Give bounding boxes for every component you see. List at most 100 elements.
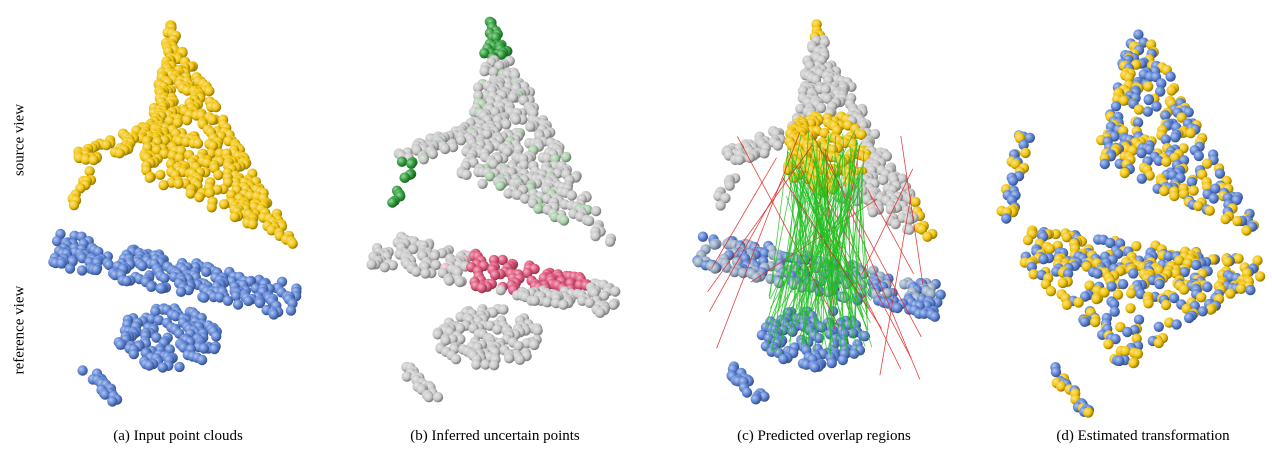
point [935,289,946,300]
point [144,172,155,183]
wrong-match-line [867,189,914,274]
point [590,230,601,242]
point [1038,254,1049,265]
point [484,171,496,182]
point [697,231,709,242]
panel-estimated-transformation [996,29,1266,418]
point [420,268,431,279]
correct-match-line [770,178,828,352]
point [1133,104,1145,115]
point [204,85,215,97]
point [1186,176,1198,188]
point [201,266,212,277]
point [514,354,526,365]
point [513,340,524,352]
point [379,262,390,273]
point [1144,144,1155,155]
point [287,238,298,249]
point [1153,337,1165,349]
point [175,286,187,297]
point [1114,355,1125,367]
wrong-match-line [900,135,924,285]
point [1222,256,1233,267]
point [1084,280,1095,291]
point [826,357,837,369]
point [137,260,148,272]
wrong-match-line [782,177,882,329]
point [1208,193,1219,204]
point [1144,170,1155,181]
panel-input-point-clouds [48,20,302,407]
point [1245,284,1256,296]
point [1153,155,1164,166]
point [560,151,572,163]
point [1028,269,1039,280]
point [809,362,821,373]
point [1142,106,1154,117]
point [1232,215,1243,227]
caption-b: (b) Inferred uncertain points [410,428,580,444]
point [1205,304,1216,315]
point [128,348,139,360]
point [204,187,215,199]
point [759,148,770,159]
point [1169,190,1180,202]
point [750,394,761,405]
wrong-match-line [707,145,813,293]
panel-inferred-uncertain-points [366,16,621,403]
point [1057,277,1069,289]
point [429,250,440,262]
wrong-match-line [711,157,777,269]
correct-match-line [769,148,789,299]
point [837,354,848,366]
correct-match-line [795,195,811,310]
point [56,258,67,269]
point [1153,321,1165,332]
correct-match-line [800,179,819,292]
wrong-match-line [709,175,786,312]
point [594,307,606,318]
point [1020,147,1031,159]
point [1231,194,1242,206]
point [1160,299,1172,311]
point [226,189,237,201]
point [878,174,889,186]
point [525,121,536,132]
point [729,266,740,278]
point [496,49,507,60]
point [454,276,465,288]
point [759,248,770,259]
point [847,328,859,339]
correct-match-line [811,150,842,333]
point [1045,286,1057,297]
point-cloud-panels [48,16,1266,418]
point [1062,268,1074,279]
point [510,114,522,125]
point [831,125,843,136]
point [1091,293,1102,305]
point [532,325,543,336]
point [890,218,901,230]
point [1018,139,1029,151]
correct-match-line [814,141,818,354]
correct-match-line [775,172,864,332]
point [1165,71,1176,82]
point [498,304,509,315]
point [432,329,443,340]
point [114,148,125,159]
point [533,203,544,214]
point [194,192,205,203]
point [529,339,540,351]
point [218,199,230,210]
point [472,82,484,93]
point [247,219,258,230]
point [285,305,297,316]
correct-match-line [842,133,854,303]
correct-match-line [800,152,826,351]
correct-match-line [794,183,844,321]
point [584,297,595,308]
point [1225,288,1236,299]
point [1159,185,1170,197]
point [1132,348,1144,359]
point [816,322,827,333]
